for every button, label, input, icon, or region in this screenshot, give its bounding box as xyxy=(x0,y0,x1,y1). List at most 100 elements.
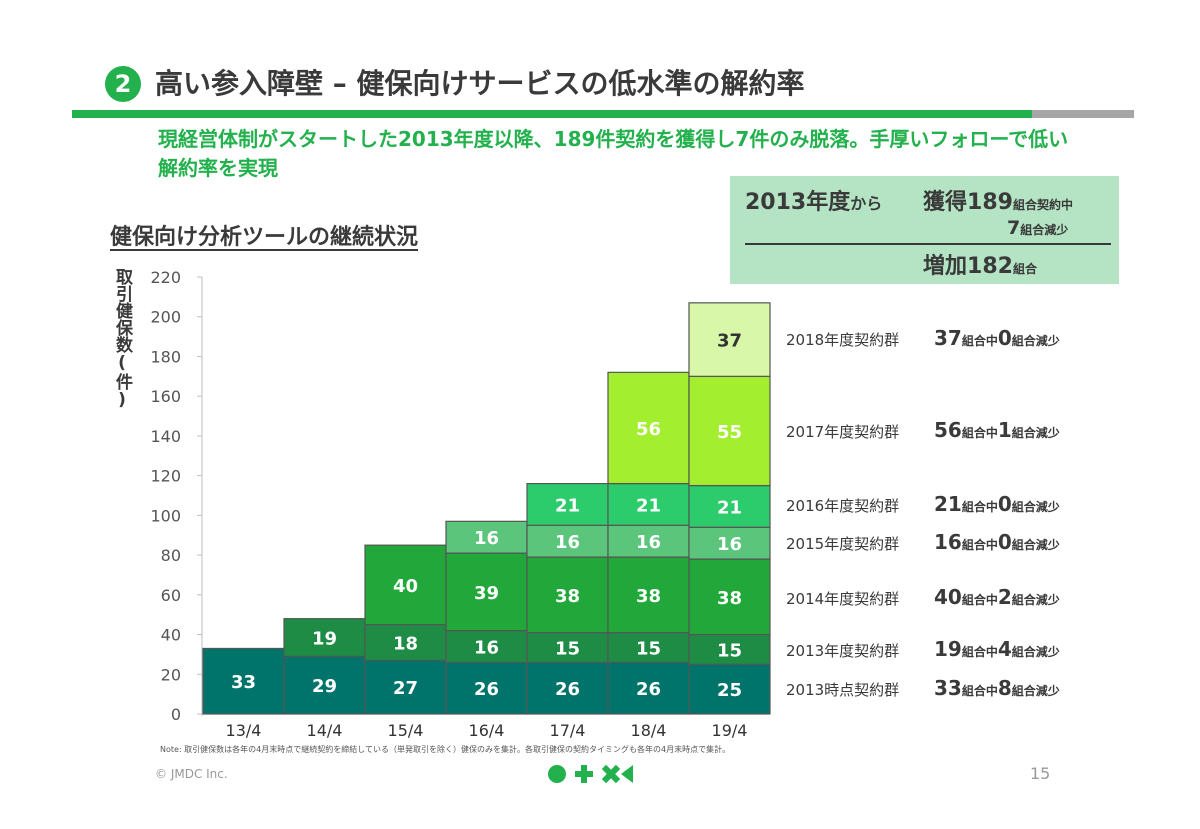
x-tick-label: 15/4 xyxy=(388,721,424,740)
cohort-end-text: 組合減少 xyxy=(1011,500,1060,514)
cohort-name: 2017年度契約群 xyxy=(786,423,900,441)
summary-net: 増加182組合 xyxy=(923,254,1037,279)
bar-segment xyxy=(445,552,528,632)
summary-divider xyxy=(745,243,1111,245)
cohort-row: 2015年度契約群 16 組合中 0 組合減少 xyxy=(786,530,1060,554)
cohort-mid-text: 組合中 xyxy=(961,593,998,607)
bar-value-label: 40 xyxy=(393,576,418,597)
cohort-row: 2018年度契約群 37 組合中 0 組合減少 xyxy=(786,326,1060,350)
bar-value-label: 56 xyxy=(636,419,661,440)
cohort-end-text: 組合減少 xyxy=(1011,334,1060,348)
y-tick-label: 60 xyxy=(161,586,181,605)
copyright: © JMDC Inc. xyxy=(155,767,228,781)
bar-value-label: 25 xyxy=(717,680,742,701)
bar-segment xyxy=(688,302,771,377)
summary-lost: 7組合減少 xyxy=(1007,217,1069,239)
cohort-active-count: 33 xyxy=(934,676,962,700)
bar-segment xyxy=(364,624,447,661)
cohort-row: 2014年度契約群 40 組合中 2 組合減少 xyxy=(786,585,1060,609)
bar-value-label: 21 xyxy=(636,495,661,516)
bar-value-label: 38 xyxy=(636,586,661,607)
y-tick-label: 100 xyxy=(150,506,181,525)
cohort-active-count: 56 xyxy=(934,418,962,442)
bar-value-label: 16 xyxy=(474,637,499,658)
page-number: 15 xyxy=(1030,764,1051,783)
bar-value-label: 18 xyxy=(393,633,418,654)
y-tick-label: 120 xyxy=(150,467,181,486)
cohort-mid-text: 組合中 xyxy=(961,426,998,440)
cohort-name: 2014年度契約群 xyxy=(786,590,900,608)
y-tick-label: 200 xyxy=(150,308,181,327)
bar-segment xyxy=(688,526,771,560)
bar-value-label: 39 xyxy=(474,583,499,604)
cohort-active-count: 19 xyxy=(934,637,962,661)
headline-message: 現経営体制がスタートした2013年度以降、189件契約を獲得し7件のみ脱落。手厚… xyxy=(158,127,1069,180)
cohort-active-count: 16 xyxy=(934,530,962,554)
y-tick-label: 160 xyxy=(150,387,181,406)
summary-box: 2013年度から 獲得189組合契約中 7組合減少 増加182組合 xyxy=(730,176,1119,284)
bar-value-label: 37 xyxy=(717,331,742,352)
y-tick-label: 20 xyxy=(161,665,181,684)
bar-value-label: 29 xyxy=(312,676,337,697)
bar-segment xyxy=(283,618,366,657)
cohort-lost-count: 1 xyxy=(997,418,1012,442)
cohort-lost-count: 4 xyxy=(997,637,1012,661)
bar-value-label: 26 xyxy=(555,679,580,700)
x-tick-label: 18/4 xyxy=(631,721,667,740)
bar-segment xyxy=(526,482,609,526)
bar-value-label: 15 xyxy=(636,638,661,659)
bar-value-label: 16 xyxy=(717,534,742,555)
bar-segment xyxy=(607,524,690,558)
bar-segment xyxy=(688,633,771,665)
cohort-mid-text: 組合中 xyxy=(961,538,998,552)
bar-value-label: 16 xyxy=(636,532,661,553)
bar-value-label: 38 xyxy=(555,586,580,607)
bar-value-label: 19 xyxy=(312,629,337,650)
bar-segment xyxy=(283,655,366,715)
bar-segment xyxy=(445,661,528,715)
cohort-name: 2015年度契約群 xyxy=(786,535,900,553)
bar-segment xyxy=(364,544,447,626)
x-tick-label: 19/4 xyxy=(712,721,748,740)
bar-value-label: 27 xyxy=(393,678,418,699)
brand-logo-icon xyxy=(548,764,633,784)
y-tick-label: 80 xyxy=(161,546,181,565)
cohort-mid-text: 組合中 xyxy=(961,645,998,659)
bar-segment xyxy=(607,371,690,485)
bar-value-label: 16 xyxy=(474,528,499,549)
bar-segment xyxy=(607,661,690,715)
bar-value-label: 21 xyxy=(555,495,580,516)
cohort-name: 2013時点契約群 xyxy=(786,681,900,699)
page-title: 高い参入障壁 – 健保向けサービスの低水準の解約率 xyxy=(155,67,805,100)
section-number-badge: 2 xyxy=(105,66,141,102)
y-tick-label: 140 xyxy=(150,427,181,446)
bar-segment xyxy=(364,659,447,715)
bar-segment xyxy=(445,520,528,554)
y-tick-label: 220 xyxy=(150,268,181,287)
y-axis-label: 取引健保数(件) xyxy=(112,268,132,410)
x-tick-label: 16/4 xyxy=(469,721,505,740)
bar-segment xyxy=(688,663,771,715)
cohort-row: 2016年度契約群 21 組合中 0 組合減少 xyxy=(786,492,1060,516)
chart-section-title: 健保向け分析ツールの継続状況 xyxy=(110,225,419,250)
cohort-active-count: 37 xyxy=(934,326,962,350)
bar-segment xyxy=(688,375,771,487)
x-tick-label: 13/4 xyxy=(226,721,262,740)
cohort-lost-count: 0 xyxy=(997,492,1012,516)
footnote: Note: 取引健保数は各年の4月末時点で継続契約を締結している（単発取引を除く… xyxy=(160,745,731,754)
bar-value-label: 38 xyxy=(717,588,742,609)
y-tick-label: 40 xyxy=(161,626,181,645)
bar-value-label: 33 xyxy=(231,672,256,693)
bar-segment xyxy=(688,484,771,528)
cohort-name: 2013年度契約群 xyxy=(786,642,900,660)
cohort-end-text: 組合減少 xyxy=(1011,538,1060,552)
cohort-row: 2013年度契約群 19 組合中 4 組合減少 xyxy=(786,637,1060,661)
x-tick-label: 14/4 xyxy=(307,721,343,740)
x-tick-label: 17/4 xyxy=(550,721,586,740)
cohort-end-text: 組合減少 xyxy=(1011,684,1060,698)
cohort-end-text: 組合減少 xyxy=(1011,593,1060,607)
cohort-row: 2017年度契約群 56 組合中 1 組合減少 xyxy=(786,418,1060,442)
cohort-end-text: 組合減少 xyxy=(1011,645,1060,659)
bar-segment xyxy=(526,556,609,634)
